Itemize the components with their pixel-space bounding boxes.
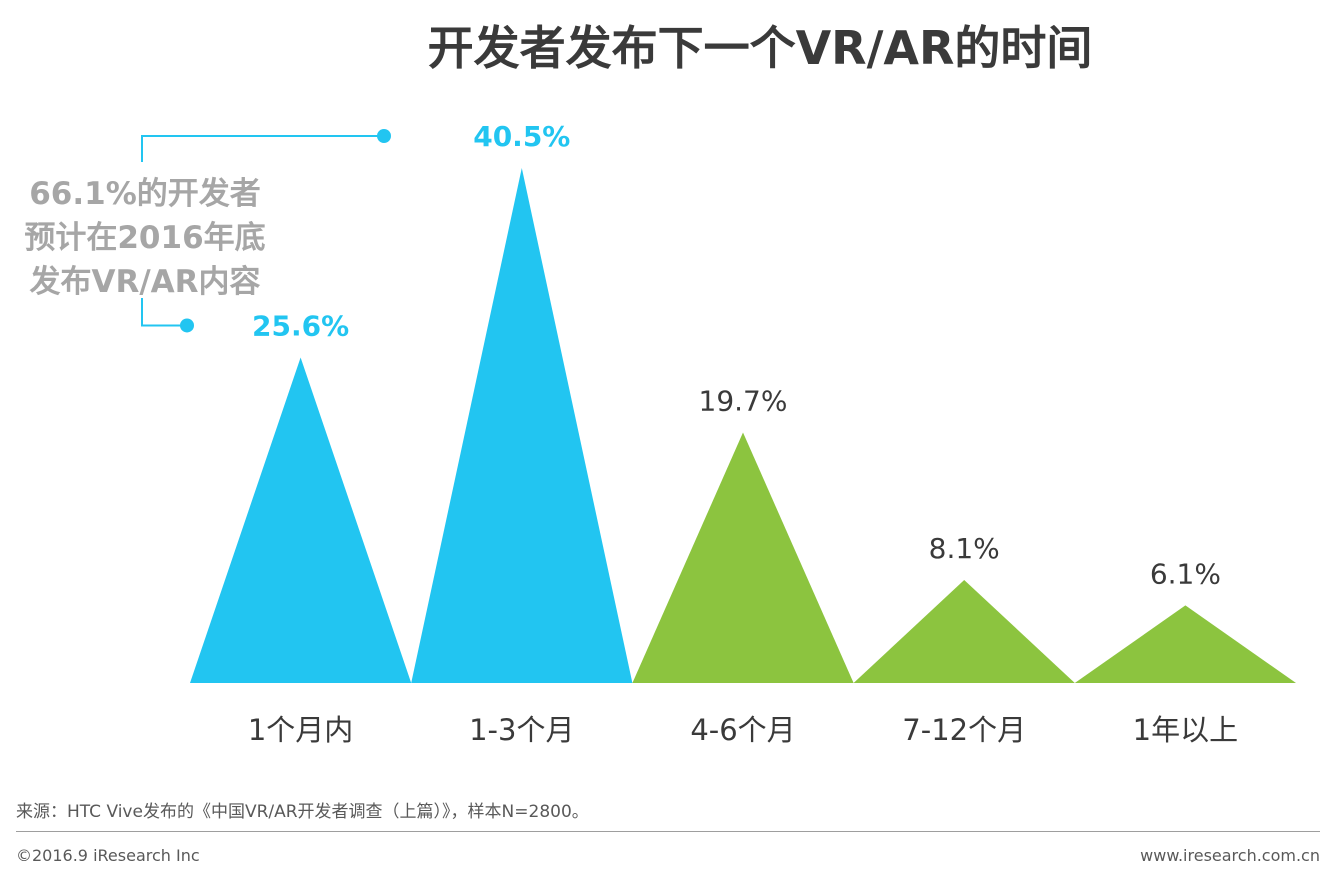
bar-1 [190,357,412,683]
data-label-5: 6.1% [1150,557,1221,590]
data-label-4: 8.1% [929,532,1000,565]
bar-2 [411,168,633,683]
data-label-3: 19.7% [699,384,788,417]
bracket-dot-bottom [180,318,194,333]
annotation-text: 66.1%的开发者 预计在2016年底 发布VR/AR内容 [24,176,266,300]
category-label-2: 1-3个月 [469,713,574,747]
category-label-1: 1个月内 [248,713,353,747]
copyright-text: ©2016.9 iResearch Inc [16,846,200,865]
chart-title: 开发者发布下一个VR/AR的时间 [427,21,1093,75]
footer-divider [16,831,1320,832]
category-label-3: 4-6个月 [690,713,795,747]
website-text: www.iresearch.com.cn [1140,846,1320,865]
annotation-bracket [141,129,391,333]
bar-3 [632,432,854,683]
category-label-5: 1年以上 [1133,713,1238,747]
bracket-dot-top [377,129,391,143]
bar-5 [1074,605,1296,683]
bar-4 [853,580,1075,683]
source-note: 来源：HTC Vive发布的《中国VR/AR开发者调查（上篇）》，样本N=280… [16,802,589,822]
category-label-4: 7-12个月 [902,713,1026,747]
data-label-1: 25.6% [252,309,349,342]
data-label-2: 40.5% [473,120,570,153]
bracket-line-top [141,135,384,162]
bracket-line-bottom [141,298,187,327]
